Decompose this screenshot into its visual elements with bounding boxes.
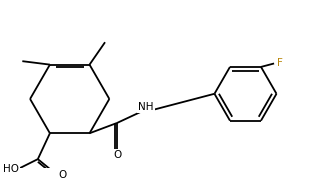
Text: O: O [113, 150, 121, 160]
Text: O: O [59, 170, 67, 180]
Text: NH: NH [138, 102, 154, 112]
Text: HO: HO [3, 164, 19, 174]
Text: F: F [277, 58, 283, 68]
